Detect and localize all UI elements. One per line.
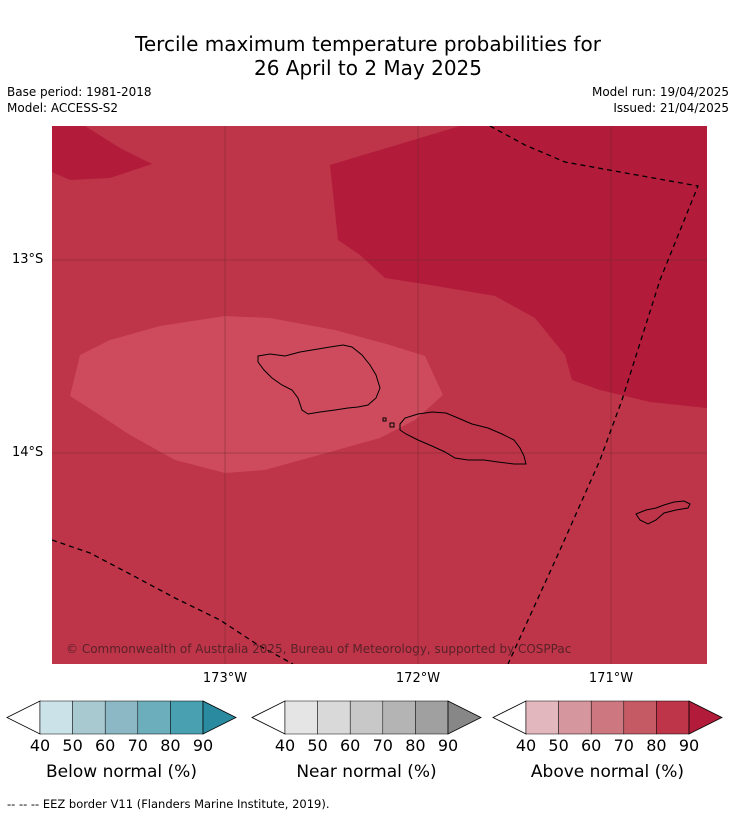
colorbar-segment bbox=[72, 700, 106, 735]
colorbar-tick-label: 50 bbox=[548, 736, 569, 755]
chart-title-line1: Tercile maximum temperature probabilitie… bbox=[135, 32, 601, 56]
colorbar-segment bbox=[39, 700, 73, 735]
colorbar-tick-label: 70 bbox=[613, 736, 634, 755]
colorbar-tick-label: 70 bbox=[372, 736, 393, 755]
model-run: Model run: 19/04/2025 bbox=[591, 85, 729, 99]
colorbar-tick-label: 90 bbox=[678, 736, 700, 755]
colorbar-under-triangle bbox=[251, 700, 286, 735]
colorbar-title: Near normal (%) bbox=[296, 762, 437, 782]
colorbar-tick-label: 80 bbox=[160, 736, 181, 755]
tutuila-island bbox=[635, 500, 691, 525]
colorbar-legends bbox=[6, 700, 723, 735]
colorbar-title: Below normal (%) bbox=[46, 762, 197, 782]
upolu-island bbox=[399, 411, 527, 465]
colorbar-tick-label: 60 bbox=[340, 736, 361, 755]
colorbar-tick-label: 50 bbox=[307, 736, 328, 755]
colorbar-under-triangle bbox=[492, 700, 527, 735]
colorbar-segment bbox=[590, 700, 625, 735]
region-above-50-60 bbox=[70, 316, 443, 473]
model-name: Model: ACCESS-S2 bbox=[7, 101, 119, 115]
colorbar-under-triangle bbox=[6, 700, 41, 735]
coastlines bbox=[257, 344, 691, 525]
colorbar-segment bbox=[525, 700, 559, 735]
colorbar-over-triangle bbox=[447, 700, 482, 735]
region-above-80-90-northwest bbox=[52, 126, 152, 180]
colorbar-tick-label: 50 bbox=[62, 736, 83, 755]
chart-title-line2: 26 April to 2 May 2025 bbox=[254, 56, 482, 80]
colorbar-segment bbox=[382, 700, 416, 735]
colorbar-tick-label: 40 bbox=[515, 736, 537, 755]
colorbar-tick-label: 60 bbox=[581, 736, 602, 755]
colorbar-tick-label: 80 bbox=[405, 736, 426, 755]
copyright-notice: © Commonwealth of Australia 2025, Bureau… bbox=[66, 642, 572, 656]
colorbar-tick-label: 40 bbox=[29, 736, 51, 755]
graticule bbox=[52, 126, 707, 664]
colorbar-3 bbox=[492, 700, 723, 735]
colorbar-tick-label: 70 bbox=[127, 736, 148, 755]
manono-island bbox=[382, 417, 387, 422]
colorbar-segment bbox=[284, 700, 318, 735]
colorbar-1 bbox=[6, 700, 237, 735]
colorbar-title: Above normal (%) bbox=[530, 762, 685, 782]
colorbar-segment bbox=[317, 700, 351, 735]
apolima-island bbox=[389, 422, 395, 428]
colorbar-over-triangle bbox=[688, 700, 723, 735]
lat-label-13s: 13°S bbox=[12, 252, 44, 267]
colorbar-tick-label: 90 bbox=[437, 736, 459, 755]
savaii-island bbox=[257, 344, 381, 415]
region-above-80-90-northeast bbox=[330, 126, 707, 408]
lon-label-171w: 171°W bbox=[588, 671, 634, 686]
issued-date: Issued: 21/04/2025 bbox=[613, 101, 729, 115]
colorbar-segment bbox=[104, 700, 139, 735]
colorbar-tick-label: 40 bbox=[274, 736, 296, 755]
colorbar-tick-label: 60 bbox=[95, 736, 116, 755]
colorbar-segment bbox=[415, 700, 449, 735]
base-period: Base period: 1981-2018 bbox=[7, 85, 152, 99]
colorbar-tick-label: 80 bbox=[646, 736, 667, 755]
colorbar-over-triangle bbox=[202, 700, 237, 735]
colorbar-segment bbox=[170, 700, 204, 735]
lat-label-14s: 14°S bbox=[12, 445, 44, 460]
colorbar-segment bbox=[558, 700, 592, 735]
eez-border bbox=[52, 126, 699, 664]
colorbar-segment bbox=[623, 700, 657, 735]
lon-label-173w: 173°W bbox=[202, 671, 248, 686]
lon-label-172w: 172°W bbox=[395, 671, 441, 686]
colorbar-segment bbox=[137, 700, 171, 735]
colorbar-2 bbox=[251, 700, 482, 735]
eez-footnote: -- -- -- EEZ border V11 (Flanders Marine… bbox=[7, 797, 330, 811]
colorbar-segment bbox=[656, 700, 690, 735]
colorbar-segment bbox=[349, 700, 384, 735]
colorbar-tick-label: 90 bbox=[192, 736, 214, 755]
